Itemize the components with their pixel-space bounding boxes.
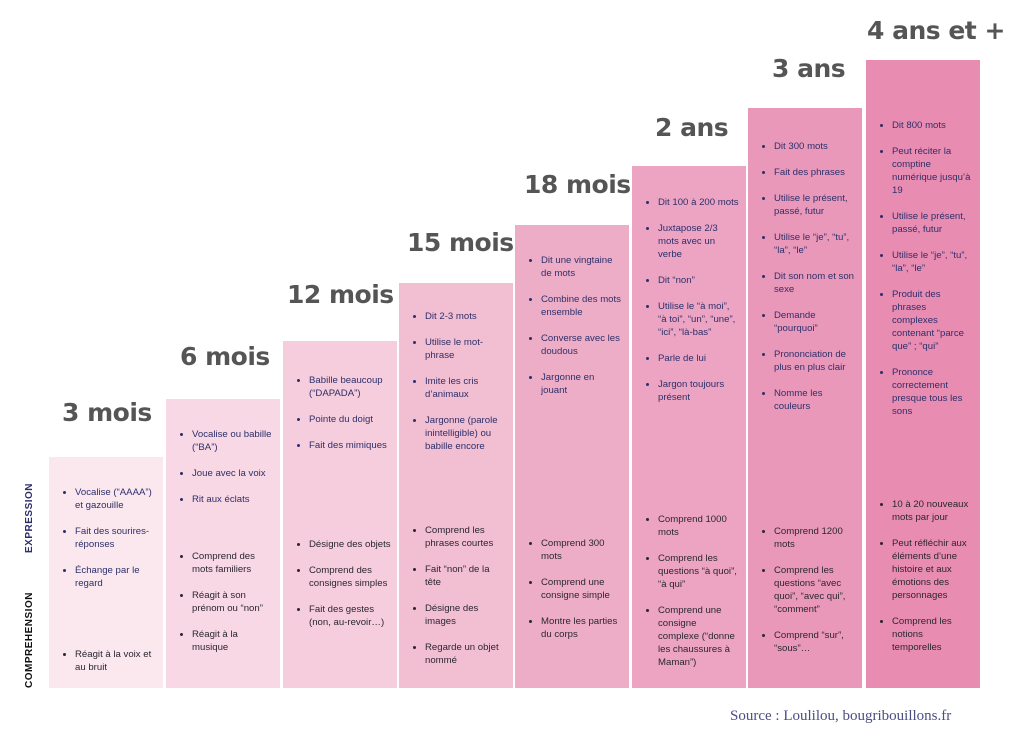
age-column: Vocalise ou babille (“BA”) Joue avec la v… — [166, 399, 280, 688]
expression-list: Babille beaucoup (“DAPADA”) Pointe du doi… — [283, 374, 397, 465]
age-column: Dit 800 mots Peut réciter la comptine num… — [866, 60, 980, 688]
expression-item: Dit 100 à 200 mots — [658, 196, 740, 209]
expression-item: Dit une vingtaine de mots — [541, 254, 623, 280]
age-title: 3 mois — [62, 398, 152, 427]
comprehension-item: Réagit à son prénom ou “non” — [192, 589, 274, 615]
expression-item: Nomme les couleurs — [774, 387, 856, 413]
expression-label: EXPRESSION — [24, 482, 35, 553]
expression-item: Peut réciter la comptine numérique jusqu… — [892, 145, 974, 197]
age-title: 2 ans — [655, 113, 729, 142]
age-column: Babille beaucoup (“DAPADA”) Pointe du doi… — [283, 341, 397, 688]
source-credit: Source : Loulilou, bougribouillons.fr — [730, 708, 952, 724]
expression-item: Rit aux éclats — [192, 493, 274, 506]
comprehension-item: Comprend “sur”, “sous”… — [774, 629, 856, 655]
expression-item: Prononciation de plus en plus clair — [774, 348, 856, 374]
expression-item: Prononce correctement presque tous les s… — [892, 366, 974, 418]
comprehension-item: Comprend les questions “à quoi”, “à qui” — [658, 552, 740, 591]
age-title: 12 mois — [287, 280, 394, 309]
expression-list: Vocalise ou babille (“BA”) Joue avec la v… — [166, 428, 280, 519]
age-column: Dit une vingtaine de mots Combine des mot… — [515, 225, 629, 688]
expression-item: Pointe du doigt — [309, 413, 391, 426]
expression-item: Utilise le présent, passé, futur — [774, 192, 856, 218]
expression-item: Parle de lui — [658, 352, 740, 365]
expression-item: Utilise le présent, passé, futur — [892, 210, 974, 236]
age-title: 6 mois — [180, 342, 270, 371]
comprehension-item: Réagit à la voix et au bruit — [75, 648, 157, 674]
comprehension-item: Désigne des objets — [309, 538, 391, 551]
expression-item: Dit “non” — [658, 274, 740, 287]
age-title: 3 ans — [772, 54, 846, 83]
age-title: 18 mois — [524, 170, 631, 199]
expression-item: Produit des phrases complexes contenant … — [892, 288, 974, 353]
age-column: Dit 2-3 mots Utilise le mot-phrase Imite l… — [399, 283, 513, 688]
comprehension-list: Comprend des mots familiers Réagit à son … — [166, 550, 280, 667]
expression-item: Utilise le “je”, “tu”, “la”, “le” — [774, 231, 856, 257]
comprehension-label: COMPREHENSION — [24, 592, 35, 688]
expression-item: Jargonne en jouant — [541, 371, 623, 397]
comprehension-list: Désigne des objets Comprend des consignes… — [283, 538, 397, 642]
comprehension-list: Comprend 300 mots Comprend une consigne s… — [515, 537, 629, 654]
expression-item: Fait des sourires-réponses — [75, 525, 157, 551]
expression-list: Dit une vingtaine de mots Combine des mot… — [515, 254, 629, 410]
expression-item: Jargonne (parole inintelligible) ou babi… — [425, 414, 507, 453]
age-column: Vocalise (“AAAA”) et gazouille Fait des s… — [49, 457, 163, 688]
expression-item: Fait des phrases — [774, 166, 856, 179]
comprehension-item: Comprend les phrases courtes — [425, 524, 507, 550]
expression-item: Vocalise ou babille (“BA”) — [192, 428, 274, 454]
expression-item: Dit son nom et son sexe — [774, 270, 856, 296]
expression-list: Dit 300 mots Fait des phrases Utilise le p… — [748, 140, 862, 426]
expression-item: Dit 2-3 mots — [425, 310, 507, 323]
expression-item: Juxtapose 2/3 mots avec un verbe — [658, 222, 740, 261]
expression-item: Converse avec les doudous — [541, 332, 623, 358]
age-title: 4 ans et + — [867, 16, 1005, 45]
comprehension-item: Comprend 1200 mots — [774, 525, 856, 551]
expression-item: Joue avec la voix — [192, 467, 274, 480]
expression-item: Fait des mimiques — [309, 439, 391, 452]
comprehension-item: Fait des gestes (non, au-revoir…) — [309, 603, 391, 629]
expression-item: Dit 300 mots — [774, 140, 856, 153]
expression-item: Utilise le “à moi”, “à toi”, “un”, “une”… — [658, 300, 740, 339]
comprehension-list: Réagit à la voix et au bruit — [49, 648, 163, 687]
comprehension-item: Comprend 300 mots — [541, 537, 623, 563]
expression-item: Utilise le mot-phrase — [425, 336, 507, 362]
expression-item: Demande “pourquoi” — [774, 309, 856, 335]
age-column: Dit 100 à 200 mots Juxtapose 2/3 mots ave… — [632, 166, 746, 688]
expression-item: Babille beaucoup (“DAPADA”) — [309, 374, 391, 400]
comprehension-item: Comprend des mots familiers — [192, 550, 274, 576]
expression-item: Combine des mots ensemble — [541, 293, 623, 319]
comprehension-list: Comprend 1200 mots Comprend les questions… — [748, 525, 862, 668]
expression-item: Dit 800 mots — [892, 119, 974, 132]
expression-item: Vocalise (“AAAA”) et gazouille — [75, 486, 157, 512]
comprehension-item: Comprend les questions “avec quoi”, “ave… — [774, 564, 856, 616]
comprehension-list: 10 à 20 nouveaux mots par jour Peut réflé… — [866, 498, 980, 667]
comprehension-item: Comprend les notions temporelles — [892, 615, 974, 654]
expression-item: Utilise le “je”, “tu”, “la”, “le” — [892, 249, 974, 275]
comprehension-item: Comprend 1000 mots — [658, 513, 740, 539]
comprehension-item: 10 à 20 nouveaux mots par jour — [892, 498, 974, 524]
comprehension-item: Regarde un objet nommé — [425, 641, 507, 667]
comprehension-list: Comprend les phrases courtes Fait “non” d… — [399, 524, 513, 680]
comprehension-item: Comprend une consigne simple — [541, 576, 623, 602]
expression-item: Échange par le regard — [75, 564, 157, 590]
expression-item: Jargon toujours présent — [658, 378, 740, 404]
expression-item: Imite les cris d’animaux — [425, 375, 507, 401]
expression-list: Vocalise (“AAAA”) et gazouille Fait des s… — [49, 486, 163, 603]
comprehension-item: Comprend une consigne complexe (“donne l… — [658, 604, 740, 669]
comprehension-list: Comprend 1000 mots Comprend les questions… — [632, 513, 746, 682]
expression-list: Dit 800 mots Peut réciter la comptine num… — [866, 119, 980, 431]
comprehension-item: Peut réfléchir aux éléments d’une histoi… — [892, 537, 974, 602]
comprehension-item: Comprend des consignes simples — [309, 564, 391, 590]
comprehension-item: Désigne des images — [425, 602, 507, 628]
comprehension-item: Montre les parties du corps — [541, 615, 623, 641]
age-title: 15 mois — [407, 228, 514, 257]
expression-list: Dit 2-3 mots Utilise le mot-phrase Imite l… — [399, 310, 513, 466]
age-column: Dit 300 mots Fait des phrases Utilise le p… — [748, 108, 862, 688]
comprehension-item: Fait “non” de la tête — [425, 563, 507, 589]
expression-list: Dit 100 à 200 mots Juxtapose 2/3 mots ave… — [632, 196, 746, 417]
comprehension-item: Réagit à la musique — [192, 628, 274, 654]
